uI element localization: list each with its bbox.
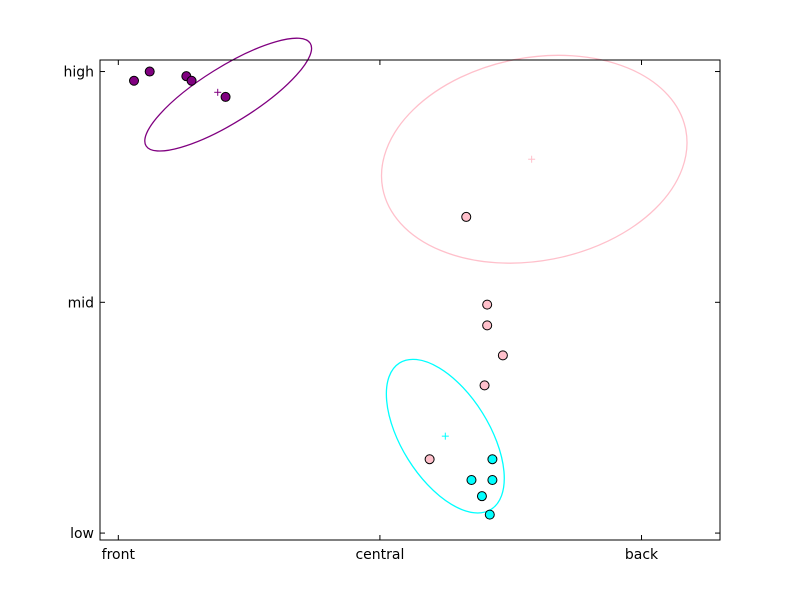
mean-marker xyxy=(214,88,222,96)
confidence-ellipse xyxy=(144,37,313,152)
tick-labels-layer: front central back low mid high xyxy=(63,65,659,563)
data-point xyxy=(144,66,155,77)
data-point xyxy=(186,75,197,86)
x-tick-label: central xyxy=(355,547,404,563)
y-tick-label: mid xyxy=(68,295,94,311)
data-point xyxy=(482,320,493,331)
data-point xyxy=(476,491,487,502)
data-point xyxy=(424,454,435,465)
y-tick-label: high xyxy=(63,65,94,81)
mean-marker xyxy=(528,155,536,163)
data-point xyxy=(466,475,477,485)
data-point xyxy=(129,75,140,86)
confidence-ellipse xyxy=(385,358,505,514)
data-point xyxy=(482,299,493,310)
data-point xyxy=(461,211,472,222)
points-layer xyxy=(129,66,508,520)
data-point xyxy=(484,509,495,520)
data-point xyxy=(487,475,498,485)
ticks-layer xyxy=(100,60,720,540)
mean-marker xyxy=(441,432,449,440)
data-point xyxy=(497,350,508,361)
plot-frame xyxy=(99,59,721,541)
data-point xyxy=(479,380,490,391)
data-point xyxy=(220,91,231,102)
data-point xyxy=(487,454,498,465)
means-layer xyxy=(214,88,536,440)
x-tick-label: front xyxy=(102,547,136,563)
y-tick-label: low xyxy=(70,526,94,542)
x-tick-label: back xyxy=(625,547,659,563)
ellipses-layer xyxy=(144,37,688,514)
